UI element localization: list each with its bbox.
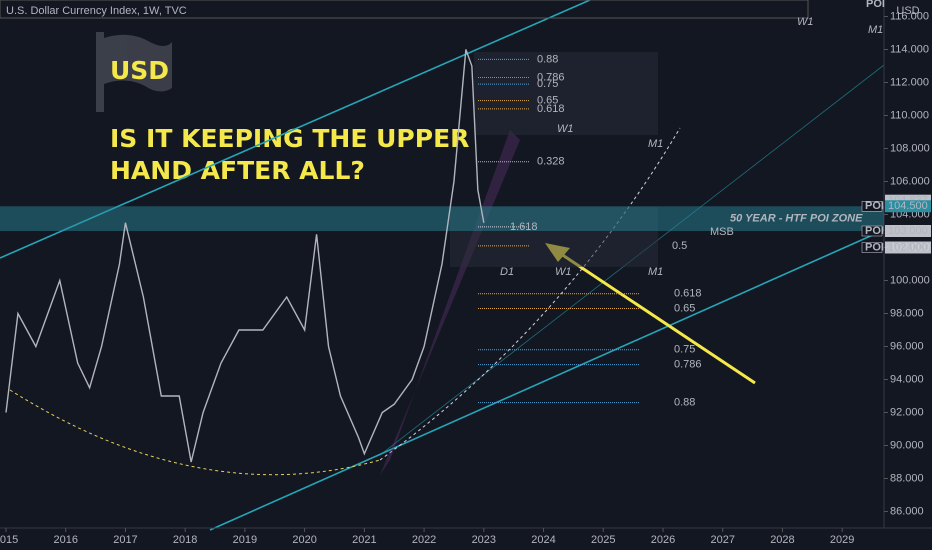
question: HAND AFTER ALL?	[110, 156, 365, 185]
price-tag	[885, 225, 931, 237]
y-tick-label: 112.000	[890, 76, 929, 88]
poi-tag	[861, 201, 883, 212]
timeframe-label: W1	[555, 266, 572, 278]
price-tag-label: 104.500	[888, 200, 928, 212]
price-line	[5, 49, 485, 463]
x-tick-label: 2019	[233, 534, 257, 546]
question: IS IT KEEPING THE UPPER	[110, 124, 469, 153]
y-tick-label: 116.000	[890, 10, 929, 22]
timeframe-label: W1	[557, 123, 574, 135]
arc	[379, 127, 681, 461]
y-tick-label: 108.000	[890, 142, 930, 154]
fib-label: 0.75	[537, 78, 558, 90]
y-tick-label: 86.000	[890, 505, 924, 517]
timeframe-label: M1	[648, 266, 663, 278]
poi-label: POI	[866, 0, 885, 10]
box	[474, 52, 658, 135]
price-tag	[885, 200, 931, 213]
fib-label: 0.786	[674, 359, 702, 371]
timeframe-label: D1	[500, 266, 514, 278]
y-tick-label: 98.000	[890, 307, 924, 319]
y-tick-label: 100.000	[890, 274, 930, 286]
timeframe-label: M1	[868, 24, 883, 36]
x-tick-label: 2015	[0, 534, 18, 546]
ticker: USD	[110, 56, 169, 85]
x-tick-label: 2022	[412, 534, 436, 546]
fib-label: 0.328	[537, 156, 565, 168]
x-tick-label: 2017	[113, 534, 137, 546]
fib-label: 0.786	[537, 71, 565, 83]
fib-label: 0.88	[674, 397, 695, 409]
fib-label: 0.5	[672, 240, 687, 252]
arrow	[554, 248, 756, 385]
fib-label: 0.65	[537, 95, 558, 107]
poi-zone	[0, 206, 884, 231]
x-tick-label: 2026	[651, 534, 675, 546]
msb-label: MSB	[710, 226, 734, 238]
fib-label: 0.65	[674, 302, 695, 314]
poi-label: POI	[865, 241, 884, 253]
fib-label: 1.618	[510, 221, 538, 233]
x-tick-label: 2018	[173, 534, 197, 546]
y-tick-label: 96.000	[890, 340, 924, 352]
flag-icon	[96, 32, 172, 112]
x-tick-label: 2020	[292, 534, 316, 546]
fib-label: 0.618	[537, 103, 565, 115]
header: U.S. Dollar Currency Index, 1W, TVC	[6, 5, 187, 17]
x-tick-label: 2024	[531, 534, 555, 546]
x-tick-label: 2027	[710, 534, 734, 546]
y-tick-label: 106.000	[890, 175, 930, 187]
y-tick-label: 92.000	[890, 406, 924, 418]
poi-tag	[861, 225, 883, 237]
zone-label: 50 YEAR - HTF POI ZONE	[730, 213, 863, 225]
box	[450, 207, 658, 267]
box	[0, 0, 809, 19]
price-tag-label: 102.000	[888, 241, 928, 253]
currency: USD	[896, 5, 919, 17]
poi-tag	[861, 242, 883, 253]
fib-label: 0.88	[537, 53, 558, 65]
y-tick-label: 88.000	[890, 472, 924, 484]
x-tick-label: 2023	[472, 534, 496, 546]
timeframe-label: M1	[648, 138, 663, 150]
poi-label: POI	[865, 225, 884, 237]
y-tick-label: 94.000	[890, 373, 924, 385]
timeframe-label: W1	[797, 16, 814, 28]
fib-label: 0.75	[674, 344, 695, 356]
x-tick-label: 2021	[352, 534, 376, 546]
price-tag	[885, 241, 931, 254]
fib-label: 0.618	[674, 288, 702, 300]
y-tick-label: 90.000	[890, 439, 924, 451]
arc	[9, 389, 381, 476]
poi-label: POI	[865, 200, 884, 212]
x-tick-label: 2016	[53, 534, 77, 546]
y-tick-label: 114.000	[890, 43, 929, 55]
price-tag-label: 103.000	[888, 225, 928, 237]
x-tick-label: 2025	[591, 534, 615, 546]
x-tick-label: 2028	[770, 534, 794, 546]
y-tick-label: 110.000	[890, 109, 929, 121]
x-tick-label: 2029	[830, 534, 854, 546]
